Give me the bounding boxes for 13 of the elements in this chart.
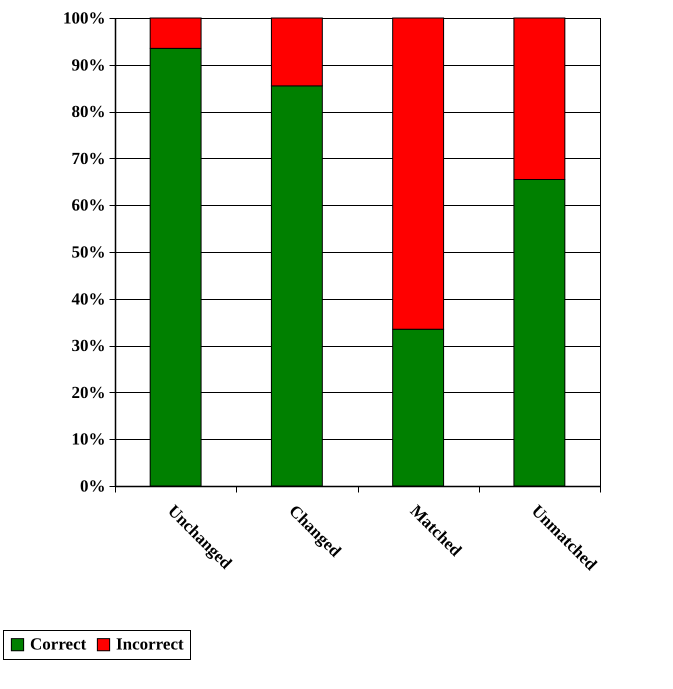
y-tick-label: 60% <box>72 196 106 215</box>
legend-label: Incorrect <box>116 634 184 654</box>
y-tick-label: 100% <box>63 8 106 28</box>
y-tick-label: 0% <box>80 476 106 496</box>
legend-label: Correct <box>30 634 87 654</box>
y-tick-label: 50% <box>72 242 106 262</box>
y-tick-label: 70% <box>72 148 106 168</box>
y-tick-label: 30% <box>72 336 106 356</box>
y-tick-label: 10% <box>72 430 106 449</box>
y-tick-label: 40% <box>72 289 106 308</box>
y-tick-label: 20% <box>72 382 106 402</box>
y-tick-label: 90% <box>72 55 106 74</box>
y-tick-label: 80% <box>72 102 106 122</box>
